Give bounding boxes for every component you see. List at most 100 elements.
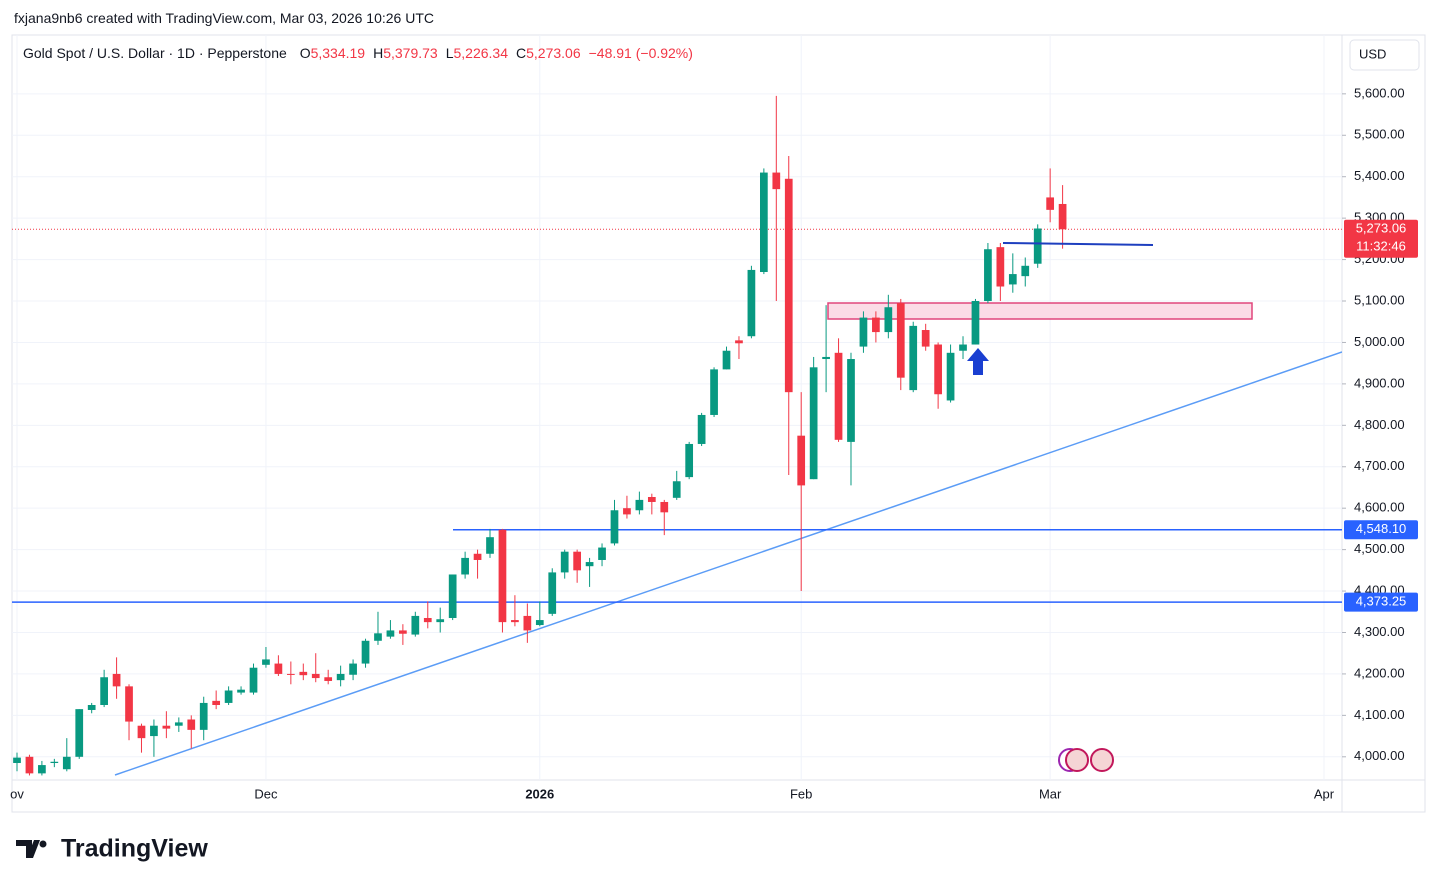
candle-body bbox=[187, 719, 196, 730]
candle-body bbox=[635, 499, 644, 511]
legend: Gold Spot / U.S. Dollar · 1D · Peppersto… bbox=[23, 45, 701, 61]
candle-body bbox=[511, 620, 519, 623]
price-lines bbox=[12, 228, 1342, 603]
candle-body bbox=[884, 307, 893, 333]
candle-body bbox=[262, 659, 270, 665]
ohlc-label: C bbox=[516, 45, 527, 61]
candle-body bbox=[112, 673, 121, 687]
price-tag-label: 4,548.10 bbox=[1356, 521, 1407, 536]
price-tag-label: 5,273.06 bbox=[1356, 221, 1407, 236]
candle-body bbox=[237, 689, 245, 693]
candle-body bbox=[150, 725, 158, 737]
currency: USD bbox=[1359, 46, 1386, 61]
y-tick-label: 5,100.00 bbox=[1354, 292, 1405, 307]
candle-body bbox=[647, 496, 656, 502]
y-tick-label: 4,300.00 bbox=[1354, 624, 1405, 639]
change: −48.91 (−0.92%) bbox=[588, 45, 693, 61]
grid bbox=[12, 35, 1342, 780]
x-tick-label: Apr bbox=[1314, 786, 1335, 801]
x-tick-label: Dec bbox=[254, 786, 278, 801]
price-tag bbox=[1344, 592, 1418, 612]
chart-frame bbox=[11, 34, 1426, 813]
y-tick-label: 4,700.00 bbox=[1354, 458, 1405, 473]
candle-body bbox=[199, 702, 208, 730]
candle-body bbox=[1033, 228, 1042, 264]
currency-box[interactable] bbox=[1349, 39, 1420, 71]
candle-body bbox=[959, 344, 967, 351]
candle-body bbox=[212, 700, 221, 706]
ohlc-value: 5,379.73 bbox=[383, 45, 438, 61]
candle-body bbox=[461, 557, 469, 575]
candle-body bbox=[896, 303, 905, 378]
candle-body bbox=[274, 663, 283, 674]
candle-body bbox=[336, 673, 345, 681]
candle-body bbox=[174, 722, 183, 726]
candle-body bbox=[772, 172, 781, 190]
candle-body bbox=[971, 301, 980, 345]
candle-body bbox=[598, 547, 606, 560]
ohlc-label: O bbox=[299, 45, 311, 61]
candle-body bbox=[996, 247, 1005, 287]
logo-dot bbox=[39, 840, 47, 848]
candle-body bbox=[349, 663, 357, 675]
ohlc-value: 5,226.34 bbox=[453, 45, 509, 61]
candle-body bbox=[548, 572, 557, 614]
candle-body bbox=[759, 172, 768, 273]
candle-body bbox=[486, 537, 494, 554]
candle-body bbox=[224, 690, 233, 703]
candle-body bbox=[374, 633, 382, 641]
x-tick-label: ov bbox=[10, 786, 24, 801]
candle-body bbox=[672, 481, 681, 498]
countdown: 11:32:46 bbox=[1356, 239, 1406, 254]
price-tag-label: 4,373.25 bbox=[1356, 594, 1407, 609]
candle-body bbox=[436, 619, 445, 623]
candle-body bbox=[411, 615, 420, 635]
candle-body bbox=[735, 340, 743, 344]
y-tick-label: 4,600.00 bbox=[1354, 500, 1405, 515]
candle-body bbox=[934, 344, 942, 395]
candle-body bbox=[535, 620, 544, 626]
candle-body bbox=[573, 551, 582, 571]
candle-body bbox=[623, 508, 631, 515]
ohlc-value: 5,273.06 bbox=[526, 45, 581, 61]
price-tag bbox=[1344, 520, 1418, 540]
watermark: fxjana9nb6 created with TradingView.com,… bbox=[14, 10, 434, 26]
candle-body bbox=[286, 673, 295, 675]
candle-body bbox=[137, 725, 146, 739]
candle-body bbox=[62, 756, 71, 770]
candle-body bbox=[38, 765, 46, 774]
x-tick-label: Feb bbox=[790, 786, 812, 801]
event-icons bbox=[1058, 748, 1114, 772]
candle-body bbox=[697, 414, 706, 444]
candle-body bbox=[747, 269, 756, 337]
candle-body bbox=[299, 671, 308, 676]
candle-body bbox=[249, 667, 258, 693]
candle-body bbox=[1058, 203, 1067, 230]
symbol: Gold Spot / U.S. Dollar · 1D · Peppersto… bbox=[23, 45, 287, 61]
candle-body bbox=[610, 510, 619, 544]
x-tick-label: 2026 bbox=[525, 786, 554, 801]
candle-body bbox=[311, 673, 320, 679]
y-tick-label: 4,200.00 bbox=[1354, 665, 1405, 680]
candle-body bbox=[87, 705, 96, 710]
y-tick-label: 4,900.00 bbox=[1354, 375, 1405, 390]
y-tick-label: 5,400.00 bbox=[1354, 168, 1405, 183]
time-scale: ov Dec 2026 Feb Mar Apr bbox=[10, 786, 1335, 801]
candle-body bbox=[921, 330, 930, 347]
x-tick-label: Mar bbox=[1039, 786, 1062, 801]
candle-body bbox=[386, 630, 395, 637]
candle-body bbox=[399, 630, 407, 634]
candle-body bbox=[448, 574, 457, 618]
candle-body bbox=[423, 617, 432, 623]
candle-body bbox=[872, 317, 880, 333]
candle-body bbox=[100, 677, 108, 706]
y-tick-label: 4,000.00 bbox=[1354, 748, 1405, 763]
candle-body bbox=[75, 709, 84, 757]
candle-body bbox=[473, 553, 482, 560]
trendline bbox=[114, 351, 1342, 776]
y-tick-label: 4,800.00 bbox=[1354, 417, 1405, 432]
candle-body bbox=[125, 686, 133, 722]
candle-body bbox=[722, 350, 731, 370]
